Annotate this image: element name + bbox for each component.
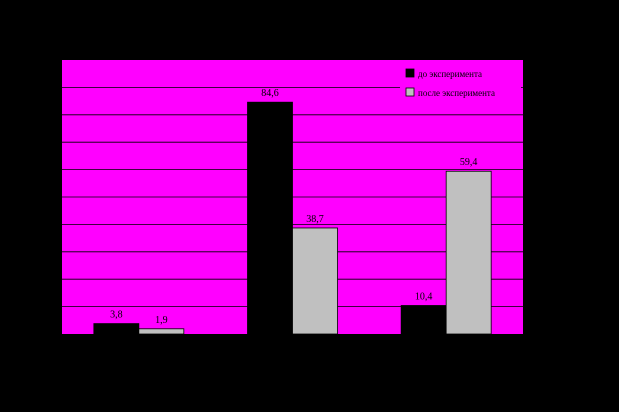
legend-label-after: после эксперимента <box>418 88 495 98</box>
legend-label-before: до эксперимента <box>418 69 482 79</box>
bar-series-1-1 <box>93 323 140 335</box>
bar-series-1-2 <box>247 101 293 335</box>
bar-series-1-3 <box>400 305 447 335</box>
bar-series-2-2 <box>292 227 338 335</box>
legend-swatch-after <box>405 87 415 97</box>
legend-box <box>400 62 521 100</box>
bar-series-2-1 <box>138 328 185 335</box>
data-label-series-2-2: 38,7 <box>306 214 324 225</box>
data-label-series-2-1: 1,9 <box>155 315 168 326</box>
data-labels: 3,8 84,6 10,4 1,9 38,7 59,4 <box>110 88 477 326</box>
bar-series-2-3 <box>445 170 492 335</box>
data-label-series-1-3: 10,4 <box>415 292 433 303</box>
data-label-series-1-1: 3,8 <box>110 310 123 321</box>
legend-swatch-before <box>405 68 415 78</box>
legend: до эксперимента после эксперимента <box>400 62 521 100</box>
data-label-series-1-2: 84,6 <box>261 88 279 99</box>
data-label-series-2-3: 59,4 <box>460 157 478 168</box>
bars <box>93 101 492 335</box>
